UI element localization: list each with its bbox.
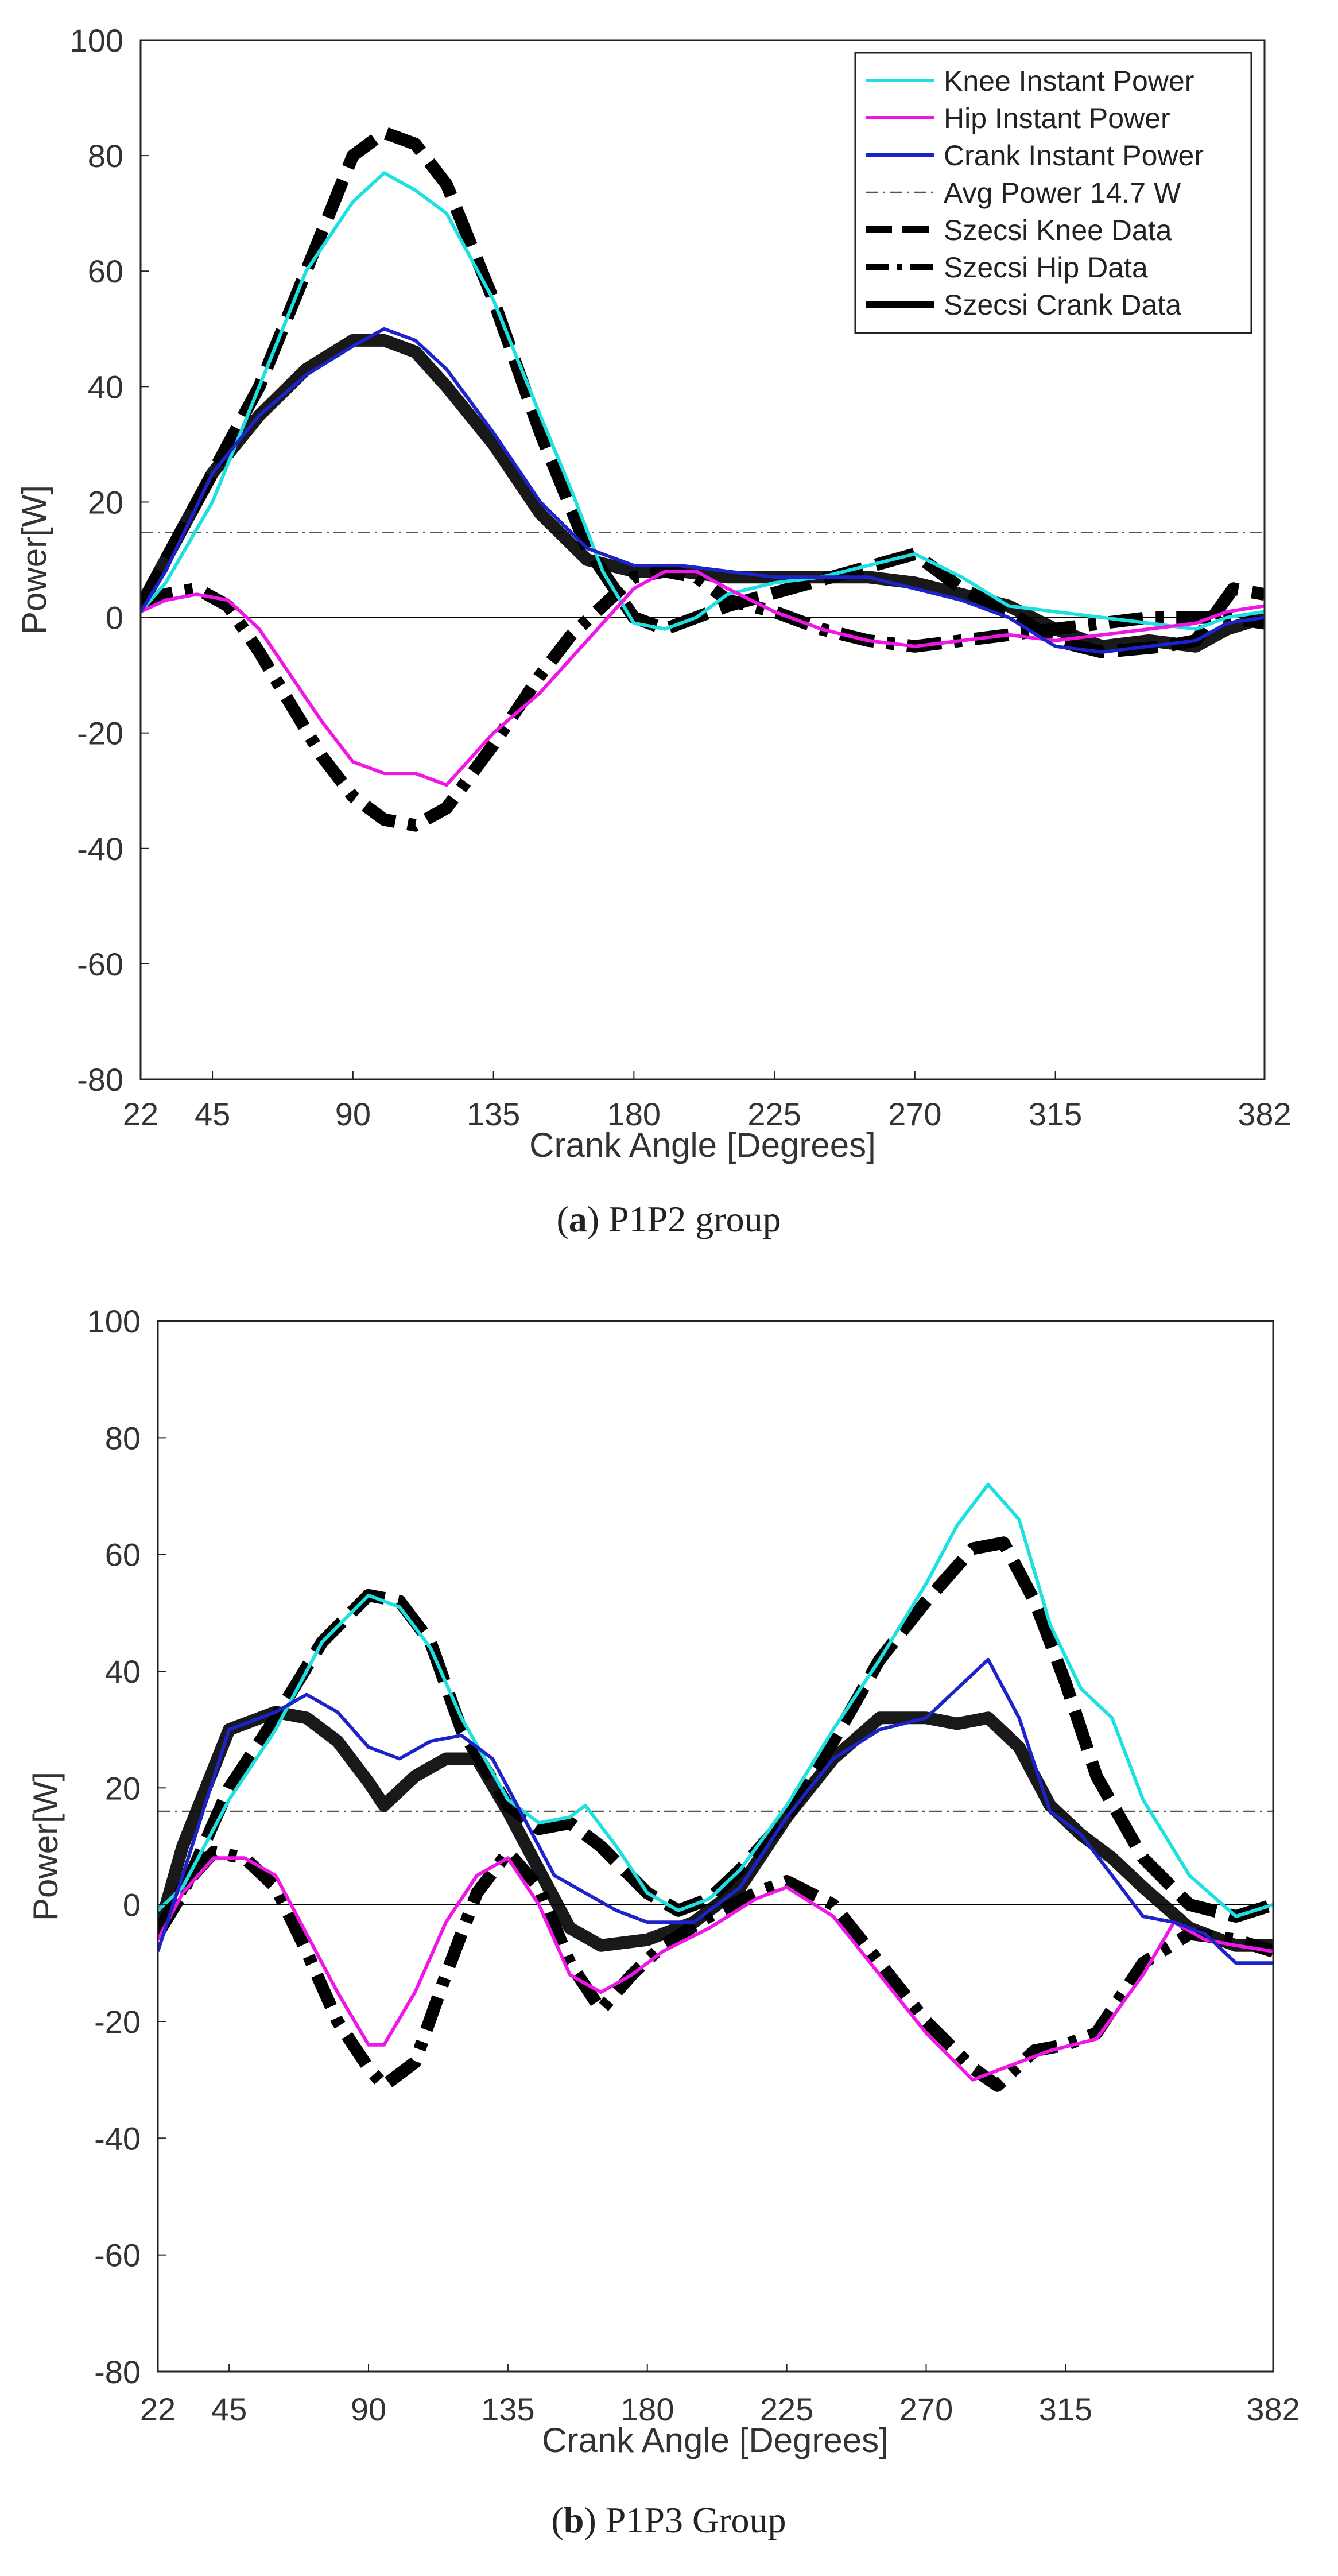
- y-tick-label: 0: [123, 1887, 141, 1923]
- caption-label: a: [569, 1199, 587, 1239]
- plot-frame: [139, 39, 1266, 1080]
- plot-frame: [157, 1320, 1274, 2373]
- legend-label: Crank Instant Power: [944, 140, 1204, 172]
- y-tick-label: 80: [105, 1420, 141, 1456]
- caption-text: P1P3 Group: [606, 2500, 786, 2540]
- legend-label: Avg Power 14.7 W: [944, 177, 1181, 209]
- y-tick-label: 40: [105, 1653, 141, 1690]
- series-crank-instant-power: [158, 1657, 1273, 1965]
- x-tick-label: 180: [620, 2391, 674, 2427]
- x-axis-label: Crank Angle [Degrees]: [542, 2421, 889, 2459]
- x-tick-label: 45: [195, 1096, 230, 1132]
- chart-panel-a: 22 45 90 135 180 225 270 315 382 100 80 60 40 20 0 -20 -…: [0, 0, 1338, 1287]
- chart-svg-a: 22 45 90 135 180 225 270 315 382 100 80 60 40 20 0 -20 -…: [15, 22, 1292, 1239]
- y-tick-label: 60: [88, 253, 123, 289]
- y-tick-label: 20: [88, 484, 123, 520]
- y-tick-label: -20: [77, 715, 123, 752]
- x-tick-label: 22: [123, 1096, 158, 1132]
- series-szecsi-crank-data: [158, 1706, 1273, 1952]
- y-tick-label: 100: [87, 1303, 141, 1339]
- caption-text: P1P2 group: [608, 1199, 781, 1239]
- x-tick-label: 270: [888, 1096, 941, 1132]
- legend-label: Hip Instant Power: [944, 102, 1170, 134]
- y-tick-label: 40: [88, 369, 123, 405]
- y-axis-label: Power[W]: [26, 1772, 65, 1921]
- x-tick-label: 315: [1029, 1096, 1082, 1132]
- x-tick-label: 90: [335, 1096, 371, 1132]
- x-tick-label: 315: [1039, 2391, 1092, 2427]
- x-axis-label: Crank Angle [Degrees]: [529, 1126, 876, 1164]
- y-tick-label: -60: [77, 946, 123, 982]
- x-tick-label: 45: [211, 2391, 247, 2427]
- y-tick-label: 80: [88, 138, 123, 174]
- y-tick-label: -80: [77, 1062, 123, 1098]
- y-tick-label: 100: [70, 22, 123, 59]
- series-szecsi-crank-data: [141, 334, 1265, 653]
- x-tick-label: 270: [899, 2391, 953, 2427]
- x-tick-label: 382: [1238, 1096, 1291, 1132]
- x-tick-label: 90: [351, 2391, 386, 2427]
- x-tick-label: 135: [467, 1096, 520, 1132]
- legend: Knee Instant Power Hip Instant Power Crank…: [854, 52, 1252, 334]
- legend-label: Szecsi Hip Data: [944, 251, 1148, 284]
- figure-caption-b: (b) P1P3 Group: [552, 2500, 786, 2540]
- y-tick-label: 20: [105, 1770, 141, 1806]
- y-tick-label: -60: [94, 2237, 141, 2273]
- x-tick-label: 135: [481, 2391, 534, 2427]
- legend-label: Knee Instant Power: [944, 65, 1194, 97]
- x-tick-label: 225: [747, 1096, 801, 1132]
- x-tick-label: 225: [760, 2391, 813, 2427]
- series-knee-instant-power: [141, 171, 1265, 631]
- y-tick-label: 0: [106, 600, 123, 636]
- figure-caption-a: (a) P1P2 group: [556, 1199, 781, 1239]
- legend-label: Szecsi Crank Data: [944, 289, 1181, 321]
- y-tick-label: -80: [94, 2354, 141, 2390]
- caption-label: b: [564, 2500, 584, 2540]
- chart-panel-b: 22 45 90 135 180 225 270 315 382 100 80 60 40 20 0 -20 -…: [0, 1287, 1338, 2573]
- chart-svg-b: 22 45 90 135 180 225 270 315 382 100 80 60 40 20 0 -20 -…: [26, 1303, 1300, 2540]
- y-axis-label: Power[W]: [15, 485, 53, 634]
- y-tick-label: -40: [94, 2120, 141, 2156]
- series-hip-instant-power: [158, 1856, 1273, 2082]
- x-tick-label: 382: [1246, 2391, 1300, 2427]
- y-tick-label: -40: [77, 831, 123, 867]
- series-hip-instant-power: [141, 570, 1265, 787]
- x-tick-label: 22: [140, 2391, 176, 2427]
- series-crank-instant-power: [141, 327, 1265, 654]
- y-tick-label: 60: [105, 1537, 141, 1573]
- x-tick-label: 180: [607, 1096, 661, 1132]
- series-knee-instant-power: [158, 1482, 1273, 1918]
- y-tick-label: -20: [94, 2004, 141, 2040]
- legend-label: Szecsi Knee Data: [944, 214, 1172, 246]
